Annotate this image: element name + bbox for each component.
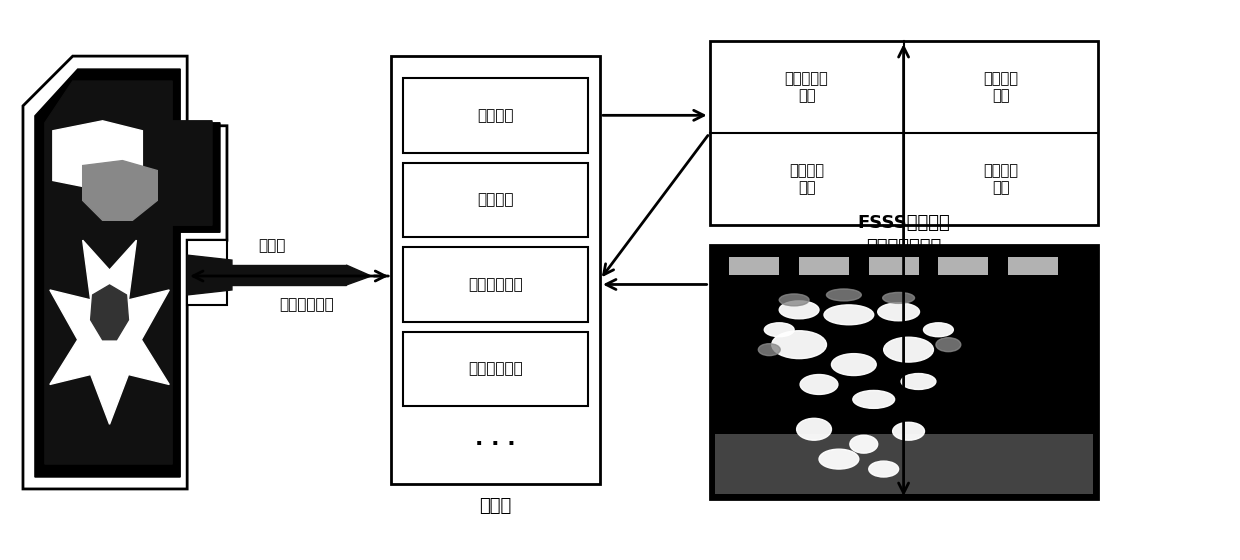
Text: 图像火检探头: 图像火检探头	[279, 297, 334, 312]
Ellipse shape	[883, 292, 915, 304]
Bar	[939, 257, 988, 275]
Ellipse shape	[893, 422, 925, 440]
Bar	[714, 434, 1092, 494]
Ellipse shape	[779, 301, 818, 319]
Text: 炉腹态势
分析: 炉腹态势 分析	[983, 71, 1018, 104]
Bar	[709, 41, 1097, 225]
Text: 炉腹温度检测: 炉腹温度检测	[469, 362, 523, 376]
Bar	[1008, 257, 1058, 275]
Ellipse shape	[800, 375, 838, 394]
Text: 视频切换: 视频切换	[477, 193, 513, 207]
Bar	[403, 162, 588, 237]
Polygon shape	[53, 121, 143, 190]
Ellipse shape	[884, 337, 934, 362]
Ellipse shape	[878, 303, 920, 321]
Polygon shape	[83, 161, 157, 220]
Text: 计算机控制中心: 计算机控制中心	[866, 238, 941, 256]
Bar	[227, 265, 346, 285]
Text: 炉腹参数
调整: 炉腹参数 调整	[983, 163, 1018, 195]
Bar	[869, 257, 919, 275]
Bar	[729, 257, 779, 275]
Bar	[403, 78, 588, 153]
Bar	[799, 257, 849, 275]
Ellipse shape	[924, 323, 954, 337]
Polygon shape	[346, 265, 371, 285]
Text: . . .: . . .	[475, 429, 516, 449]
Text: 冷却风: 冷却风	[258, 237, 285, 253]
Ellipse shape	[832, 353, 877, 376]
Polygon shape	[45, 81, 212, 464]
Ellipse shape	[759, 344, 780, 356]
Polygon shape	[187, 255, 232, 295]
Polygon shape	[24, 56, 227, 489]
Text: 图像模式库
构建: 图像模式库 构建	[785, 71, 828, 104]
Polygon shape	[50, 240, 169, 424]
Text: 炉腹决策
预警: 炉腹决策 预警	[789, 163, 825, 195]
Ellipse shape	[796, 418, 832, 440]
Ellipse shape	[771, 331, 827, 358]
Ellipse shape	[936, 338, 961, 352]
Polygon shape	[187, 240, 227, 305]
Text: 控制柜: 控制柜	[480, 497, 512, 515]
Ellipse shape	[818, 449, 859, 469]
Ellipse shape	[827, 289, 862, 301]
Bar	[403, 332, 588, 407]
Ellipse shape	[853, 390, 894, 408]
Polygon shape	[35, 69, 219, 477]
Bar	[709, 245, 1097, 499]
Text: 炉腹: 炉腹	[72, 440, 93, 458]
Bar	[391, 56, 600, 484]
Ellipse shape	[869, 461, 899, 477]
Ellipse shape	[901, 374, 936, 389]
Text: FSSS监控中心: FSSS监控中心	[857, 214, 950, 232]
Ellipse shape	[849, 435, 878, 453]
Text: 视频分配: 视频分配	[477, 108, 513, 123]
Ellipse shape	[764, 323, 794, 337]
Polygon shape	[91, 285, 129, 340]
Ellipse shape	[825, 305, 874, 325]
Text: 图像火焊检测: 图像火焊检测	[469, 277, 523, 292]
Ellipse shape	[779, 294, 808, 306]
Bar	[403, 247, 588, 322]
